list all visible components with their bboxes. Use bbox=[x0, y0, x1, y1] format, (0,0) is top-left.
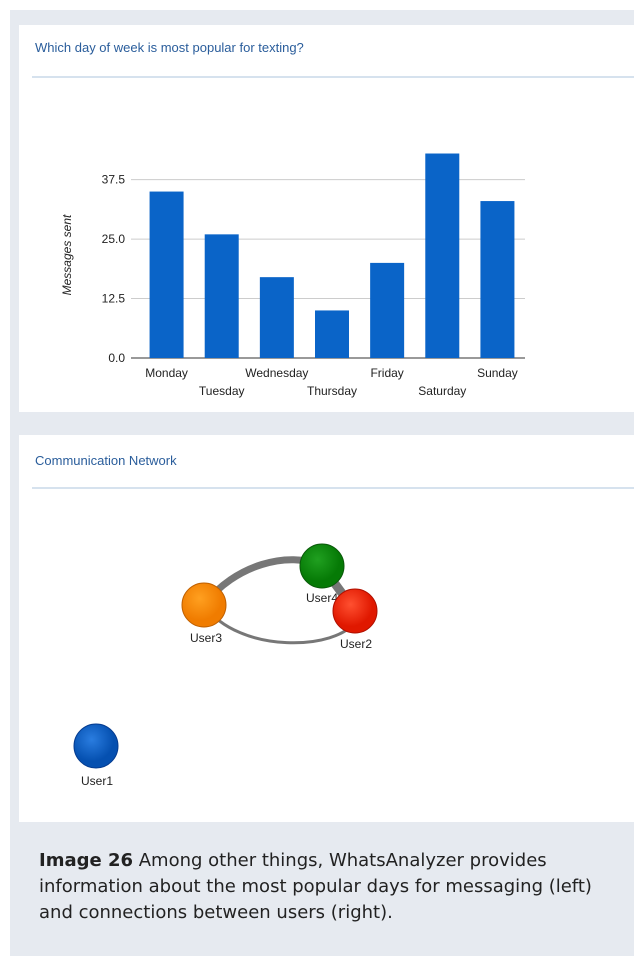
y-tick-label: 12.5 bbox=[102, 292, 126, 306]
divider bbox=[32, 76, 634, 78]
x-tick-label: Saturday bbox=[418, 384, 466, 398]
figure: Which day of week is most popular for te… bbox=[10, 10, 634, 956]
y-tick-label: 25.0 bbox=[102, 232, 126, 246]
network-title: Communication Network bbox=[35, 453, 177, 468]
bar bbox=[480, 201, 515, 358]
node[interactable] bbox=[181, 582, 227, 628]
x-tick-label: Monday bbox=[145, 366, 188, 380]
bar bbox=[315, 310, 349, 358]
x-tick-label: Wednesday bbox=[245, 366, 308, 380]
bar bbox=[370, 262, 405, 358]
divider bbox=[32, 487, 634, 489]
y-tick-label: 37.5 bbox=[102, 173, 126, 187]
chart: Messages sent 0.0 12.5 25.0 37.5 Monday Tuesd… bbox=[60, 153, 525, 398]
y-tick-label: 0.0 bbox=[108, 351, 125, 365]
x-tick-label: Thursday bbox=[307, 384, 357, 398]
y-axis-label: Messages sent bbox=[60, 214, 74, 295]
bar bbox=[149, 191, 184, 358]
network: User4 User3 User2 User1 bbox=[73, 543, 378, 788]
node-label: User2 bbox=[340, 637, 372, 651]
chart-title: Which day of week is most popular for te… bbox=[35, 40, 304, 55]
edge bbox=[202, 604, 357, 645]
node[interactable] bbox=[332, 588, 378, 634]
bar bbox=[425, 153, 460, 358]
node[interactable] bbox=[73, 723, 119, 769]
caption: Image 26 Among other things, WhatsAnalyz… bbox=[39, 848, 619, 926]
bar bbox=[204, 234, 239, 358]
x-tick-label: Sunday bbox=[477, 366, 518, 380]
caption-text: Among other things, WhatsAnalyzer provid… bbox=[39, 850, 592, 923]
x-tick-label: Tuesday bbox=[199, 384, 245, 398]
caption-label: Image 26 bbox=[39, 850, 134, 871]
node-label: User3 bbox=[190, 631, 222, 645]
bar bbox=[259, 277, 294, 358]
x-tick-label: Friday bbox=[370, 366, 403, 380]
network-panel: Communication Network User4 User3 User2 … bbox=[19, 435, 634, 822]
chart-panel: Which day of week is most popular for te… bbox=[19, 25, 634, 412]
node-label: User1 bbox=[81, 774, 113, 788]
node-label: User4 bbox=[306, 591, 338, 605]
node[interactable] bbox=[299, 543, 345, 589]
